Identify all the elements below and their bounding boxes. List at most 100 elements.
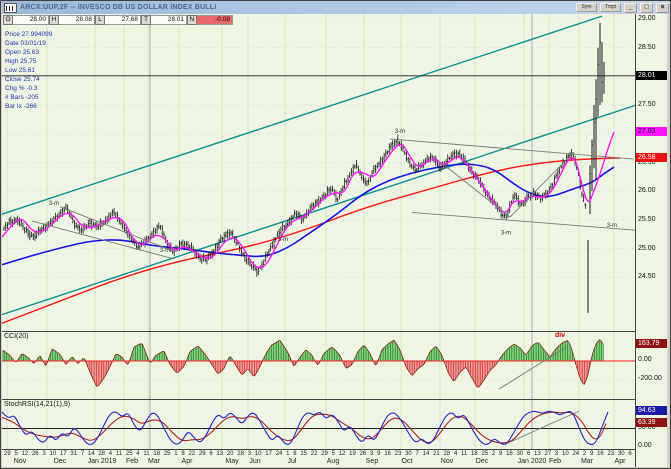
stochrsi-panel[interactable]: StochRSI(14,21(1),9) bbox=[2, 399, 635, 449]
day-tick: 5 bbox=[14, 451, 18, 457]
maximize-button[interactable]: □ bbox=[640, 2, 653, 13]
month-tick: Aug bbox=[326, 458, 340, 465]
title-bar[interactable]: ARCX:UUP,2F -- INVESCO DB US DOLLAR INDE… bbox=[2, 1, 670, 14]
day-tick: 12 bbox=[338, 451, 346, 457]
quote-field-L: L 27.68 bbox=[95, 15, 141, 25]
svg-text:3-m: 3-m bbox=[160, 248, 170, 254]
x-axis[interactable]: 29 5 12 26 3 10 17 31 7 14 28 4 11 25 4 11 18 25 1 8 22 29 6 13… bbox=[2, 449, 635, 467]
price-badge: 28.01 bbox=[636, 70, 667, 80]
day-tick: 22 bbox=[310, 451, 318, 457]
price-badge: 26.58 bbox=[636, 152, 667, 162]
day-tick: 31 bbox=[70, 451, 78, 457]
day-tick: 13 bbox=[534, 451, 541, 457]
day-tick: 17 bbox=[265, 451, 272, 457]
day-tick: 3 bbox=[247, 451, 252, 457]
day-tick: 3 bbox=[370, 451, 374, 457]
day-tick: 23 bbox=[607, 451, 615, 457]
month-tick: Oct bbox=[401, 458, 413, 465]
price-axis[interactable]: 29.00 28.50 27.50 26.50 26.00 25.50 25.00 24.50… bbox=[635, 14, 667, 467]
day-tick: 25 bbox=[481, 451, 489, 457]
month-tick: Jan 2019 bbox=[87, 458, 117, 465]
day-tick: 6 bbox=[526, 451, 531, 457]
month-tick: Dec bbox=[53, 458, 67, 465]
price-tick: 28.50 bbox=[638, 43, 656, 51]
window-frame-right bbox=[667, 14, 670, 468]
stochrsi-label: StochRSI(14,21(1),9) bbox=[4, 401, 71, 408]
month-tick: Nov bbox=[440, 458, 454, 465]
month-tick: Apr bbox=[614, 458, 626, 465]
cci-tick: -200.00 bbox=[638, 375, 662, 382]
minimize-button[interactable]: _ bbox=[624, 2, 637, 13]
day-tick: 27 bbox=[544, 451, 552, 457]
day-tick: 4 bbox=[136, 451, 140, 457]
month-tick: Mar bbox=[147, 458, 161, 465]
cci-badge: 163.79 bbox=[636, 339, 667, 349]
stochrsi-chart[interactable] bbox=[2, 400, 635, 449]
day-tick: 7 bbox=[80, 451, 85, 457]
day-tick: 19 bbox=[349, 451, 356, 457]
month-tick: Feb bbox=[125, 458, 139, 465]
x-axis-days: 29 5 12 26 3 10 17 31 7 14 28 4 11 25 4 11 18 25 1 8 22 29 6 13… bbox=[4, 451, 632, 457]
day-tick: 7 bbox=[415, 451, 419, 457]
info-row: Price 27.994099 bbox=[5, 31, 53, 38]
price-tick: 25.00 bbox=[638, 244, 656, 252]
window-title: ARCX:UUP,2F -- INVESCO DB US DOLLAR INDE… bbox=[20, 4, 217, 11]
price-tick: 27.50 bbox=[638, 101, 656, 109]
day-tick: 11 bbox=[143, 451, 150, 457]
svg-text:3-m: 3-m bbox=[501, 230, 511, 236]
day-tick: 10 bbox=[49, 451, 57, 457]
svg-text:3-m: 3-m bbox=[278, 237, 288, 243]
info-row: Bar Ix -266 bbox=[5, 103, 37, 110]
day-tick: 28 bbox=[237, 451, 244, 457]
close-button[interactable]: × bbox=[656, 2, 669, 13]
month-tick: Nov bbox=[13, 458, 27, 465]
svg-text:3-m: 3-m bbox=[607, 223, 617, 229]
window-frame-bottom bbox=[2, 467, 667, 468]
day-tick: 23 bbox=[394, 451, 402, 457]
symbol-button[interactable]: Sym bbox=[576, 3, 597, 12]
price-badge: 27.03 bbox=[636, 127, 667, 137]
price-tick: 25.50 bbox=[638, 215, 656, 223]
quote-field-T: T 28.01 bbox=[141, 15, 187, 25]
day-tick: 3 bbox=[554, 451, 559, 457]
main-chart-panel[interactable]: 3-m 3-m 3-m 3-m 3-m 3-m Price 27.994099 Date 0… bbox=[2, 14, 635, 331]
month-tick: Mar bbox=[580, 458, 594, 465]
quote-field-H: H 28.08 bbox=[49, 15, 95, 25]
day-tick: 9 bbox=[498, 451, 503, 457]
day-tick: 25 bbox=[163, 451, 171, 457]
month-tick: Dec bbox=[475, 458, 489, 465]
day-tick: 10 bbox=[254, 451, 262, 457]
day-tick: 4 bbox=[108, 451, 113, 457]
day-tick: 14 bbox=[422, 451, 430, 457]
month-tick: Apr bbox=[181, 458, 193, 465]
cci-panel[interactable]: div CCI(20) bbox=[2, 331, 635, 399]
info-row: Open 25.63 bbox=[5, 49, 39, 56]
day-tick: 4 bbox=[453, 451, 458, 457]
month-tick: Feb bbox=[548, 458, 562, 465]
day-tick: 10 bbox=[562, 451, 569, 457]
stoch-badge: 63.39 bbox=[636, 417, 667, 427]
template-button[interactable]: Tmpl bbox=[600, 3, 621, 12]
day-tick: 29 bbox=[321, 451, 328, 457]
day-tick: 9 bbox=[377, 451, 381, 457]
day-tick: 22 bbox=[188, 451, 196, 457]
cci-tick: 0.00 bbox=[638, 356, 652, 363]
day-tick: 6 bbox=[209, 451, 213, 457]
day-tick: 16 bbox=[597, 451, 604, 457]
day-tick: 16 bbox=[506, 451, 513, 457]
day-tick: 25 bbox=[125, 451, 133, 457]
price-tick: 29.00 bbox=[638, 15, 656, 22]
day-tick: 5 bbox=[331, 451, 335, 457]
info-row: Close 25.74 bbox=[5, 76, 40, 83]
price-chart[interactable]: 3-m 3-m 3-m 3-m 3-m 3-m bbox=[2, 14, 635, 331]
day-tick: 17 bbox=[59, 451, 67, 457]
info-row: Chg % -0.3 bbox=[5, 85, 38, 92]
quote-bar: O 28.00 H 28.08 L 27.68 T 28.01 N -0.08 bbox=[3, 15, 233, 25]
info-row: High 25.75 bbox=[5, 58, 37, 65]
cci-chart[interactable]: div bbox=[2, 332, 635, 399]
day-tick: 21 bbox=[433, 451, 440, 457]
day-tick: 8 bbox=[181, 451, 185, 457]
day-tick: 28 bbox=[98, 451, 106, 457]
day-tick: 14 bbox=[87, 451, 95, 457]
day-tick: 12 bbox=[21, 451, 29, 457]
